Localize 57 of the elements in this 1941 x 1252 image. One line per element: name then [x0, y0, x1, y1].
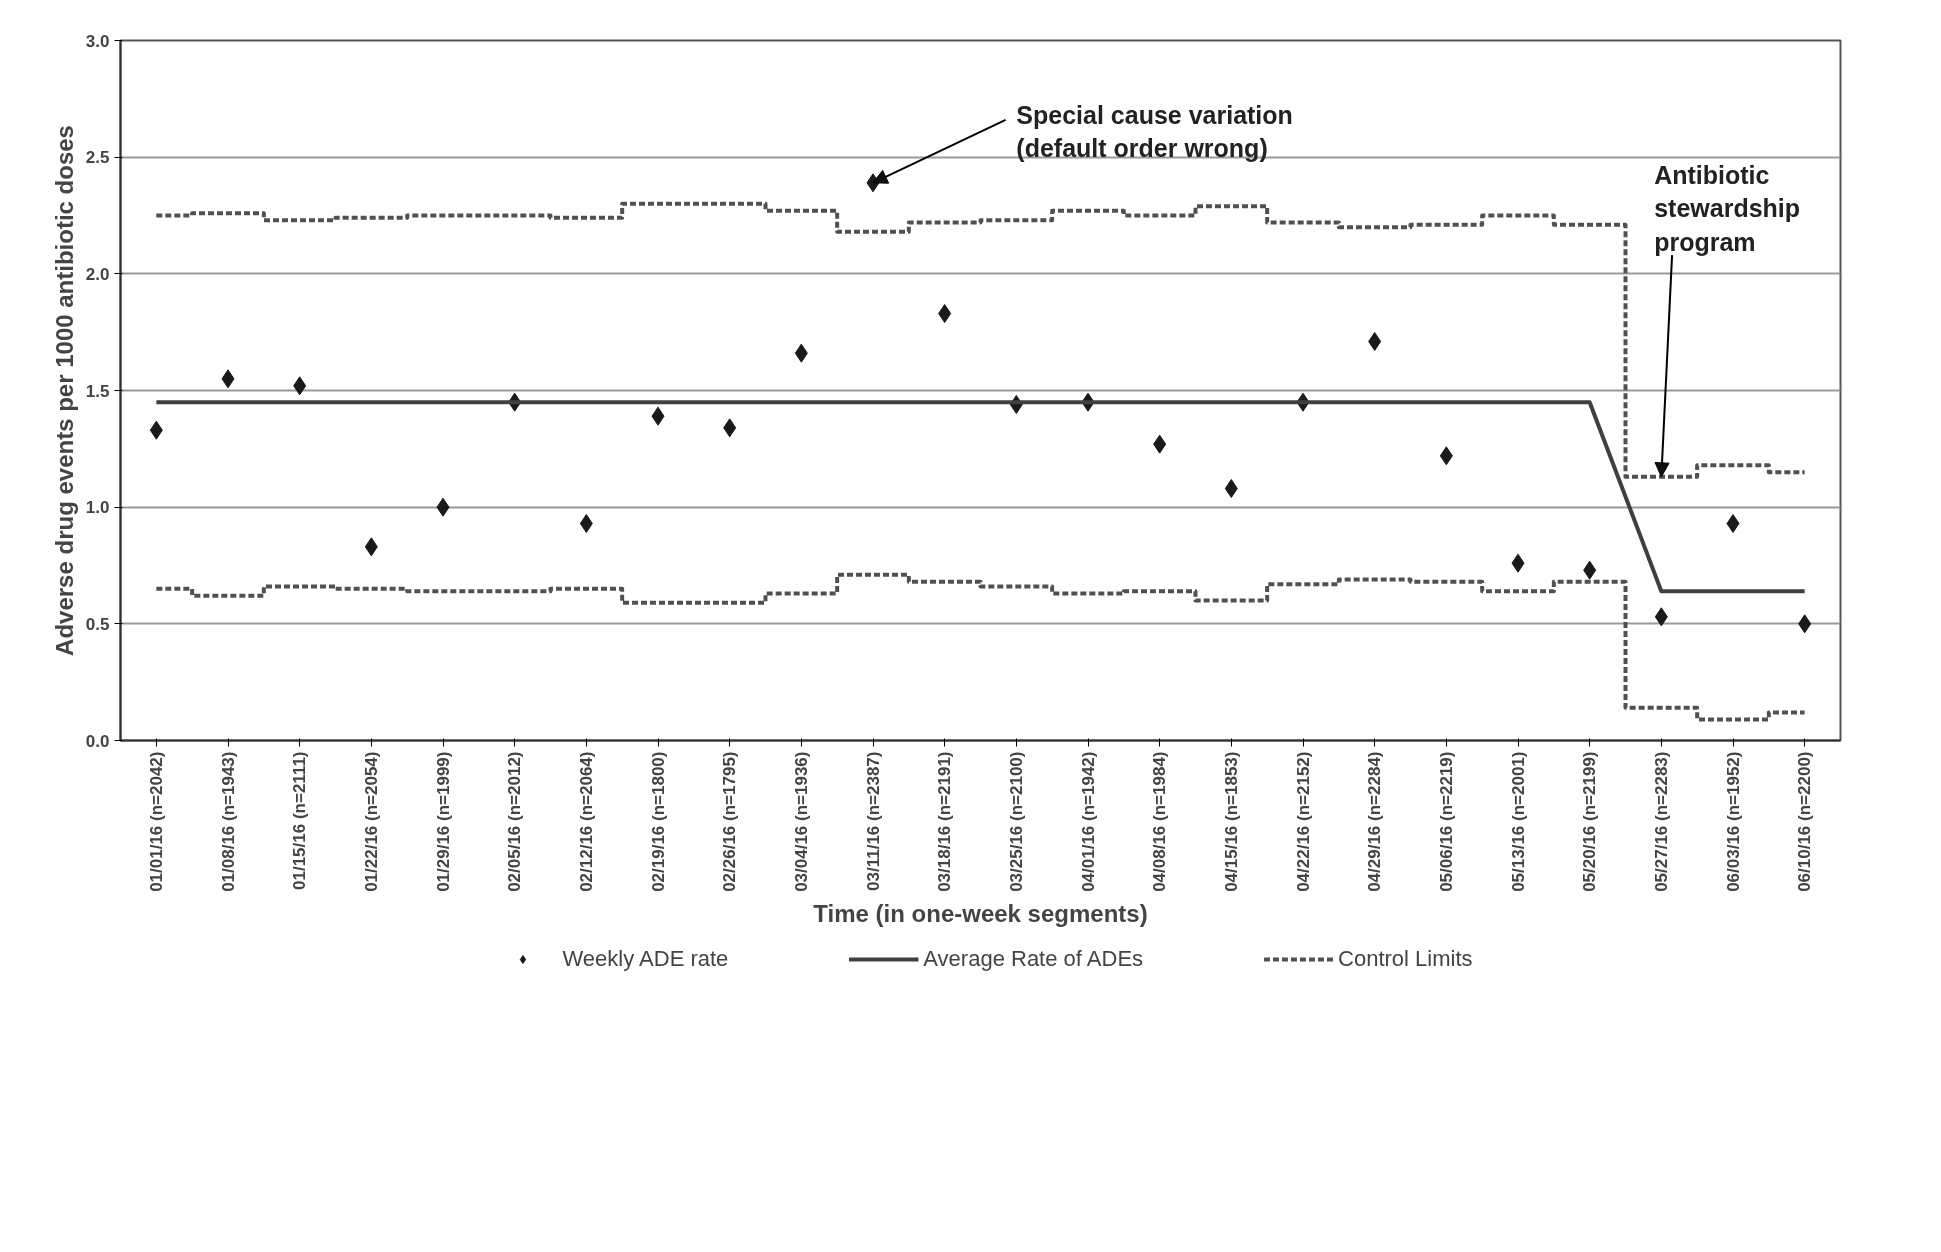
point: [1224, 479, 1238, 498]
y-tick-label: 0.0: [85, 731, 110, 751]
point: [938, 304, 952, 323]
point: [1153, 434, 1167, 454]
point: [1726, 514, 1740, 533]
x-tick-label: 04/08/16 (n=1984): [1150, 751, 1170, 892]
point: [149, 420, 163, 440]
point: [794, 343, 808, 363]
x-tick-label: 05/27/16 (n=2283): [1651, 751, 1671, 892]
x-tick-label: 05/06/16 (n=2219): [1436, 751, 1456, 892]
x-axis-title: Time (in one-week segments): [813, 899, 1148, 927]
x-tick-label: 05/20/16 (n=2199): [1580, 751, 1600, 892]
x-tick-label: 03/18/16 (n=2191): [935, 751, 955, 892]
y-tick-label: 2.0: [85, 264, 110, 284]
annotation: Antibiotic stewardship program: [1654, 160, 1801, 257]
point: [723, 418, 737, 438]
legend-label: Weekly ADE rate: [562, 946, 729, 972]
y-tick-label: 2.5: [85, 148, 110, 168]
x-tick-label: 06/10/16 (n=2200): [1795, 751, 1815, 892]
legend-label: Average Rate of ADEs: [923, 946, 1144, 972]
x-tick-label: 01/29/16 (n=1999): [433, 751, 453, 892]
x-tick-label: 04/01/16 (n=1942): [1078, 751, 1098, 892]
point: [436, 497, 450, 517]
point: [1583, 560, 1597, 580]
x-tick-label: 02/12/16 (n=2064): [576, 751, 596, 892]
point: [1654, 607, 1668, 627]
x-tick-label: 04/22/16 (n=2152): [1293, 751, 1313, 892]
x-tick-label: 02/05/16 (n=2012): [505, 751, 525, 892]
point: [293, 376, 307, 396]
x-tick-label: 02/19/16 (n=1800): [648, 751, 668, 892]
annotation: Special cause variation (default order wrong): [1016, 100, 1293, 163]
x-tick-label: 03/04/16 (n=1936): [791, 751, 811, 892]
point: [1798, 614, 1812, 634]
point: [579, 514, 593, 533]
point: [1439, 446, 1453, 466]
point: [651, 406, 665, 426]
x-tick-label: 04/15/16 (n=1853): [1221, 751, 1241, 892]
point: [1511, 553, 1525, 573]
point: [221, 369, 235, 389]
x-tick-label: 01/01/16 (n=2042): [146, 751, 166, 892]
x-tick-label: 06/03/16 (n=1952): [1723, 751, 1743, 892]
x-tick-label: 02/26/16 (n=1795): [720, 751, 740, 892]
x-tick-label: 01/22/16 (n=2054): [361, 751, 381, 892]
x-tick-label: 05/13/16 (n=2001): [1508, 751, 1528, 892]
y-tick-label: 0.5: [85, 614, 110, 634]
point: [1368, 332, 1382, 351]
point: [364, 537, 378, 557]
x-tick-label: 03/11/16 (n=2387): [863, 751, 883, 891]
x-tick-label: 01/08/16 (n=1943): [218, 751, 238, 892]
x-tick-label: 01/15/16 (n=2111): [290, 751, 310, 890]
x-tick-label: 04/29/16 (n=2284): [1365, 751, 1385, 892]
y-tick-label: 3.0: [85, 31, 110, 51]
y-tick-label: 1.0: [85, 498, 110, 518]
x-tick-label: 03/25/16 (n=2100): [1006, 751, 1026, 892]
y-axis-title: Adverse drug events per 1000 antibiotic doses: [50, 125, 78, 656]
legend-label: Control Limits: [1338, 946, 1473, 972]
y-tick-label: 1.5: [85, 381, 110, 401]
